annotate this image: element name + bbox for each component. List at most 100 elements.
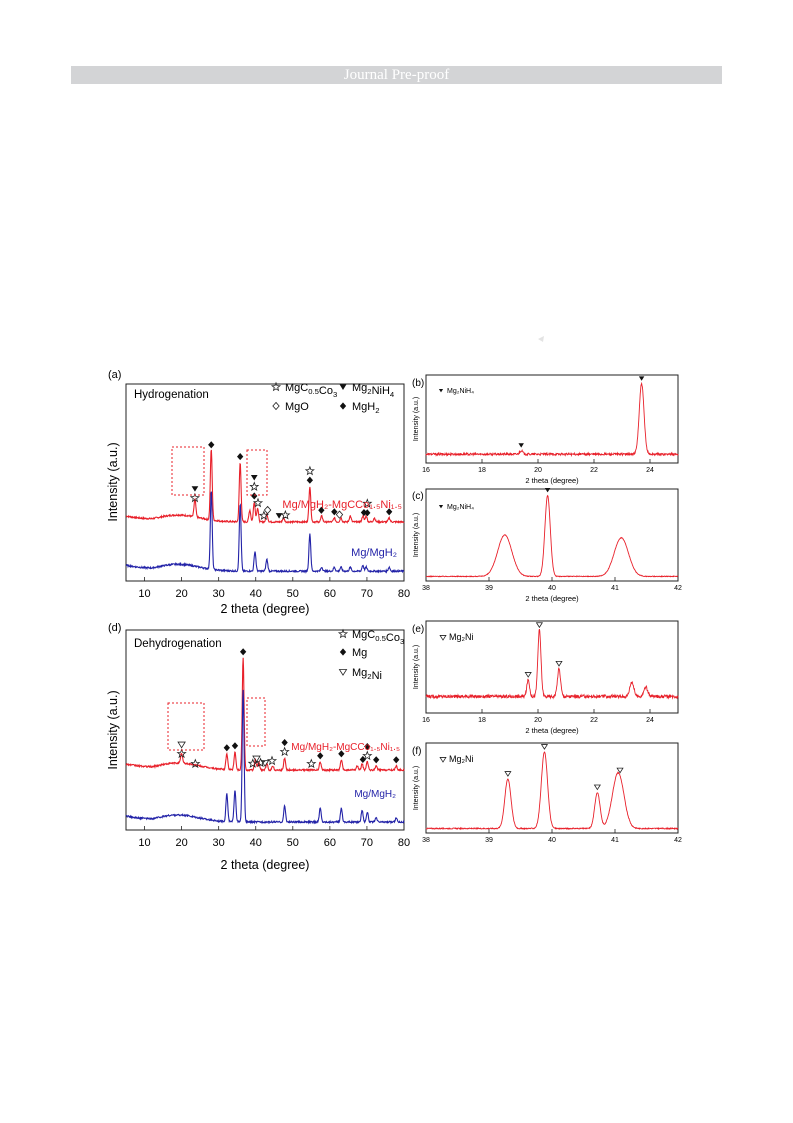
legend-subscript: 2 xyxy=(367,672,371,681)
x-axis-label: 2 theta (degree) xyxy=(525,594,579,603)
star-icon xyxy=(362,750,373,761)
x-tick-label: 20 xyxy=(175,837,187,849)
x-tick-label: 39 xyxy=(485,585,493,592)
plot-body xyxy=(425,622,679,700)
journal-preproof-banner: Journal Pre-proof xyxy=(71,66,722,84)
x-tick-label: 20 xyxy=(175,588,187,600)
filled-diamond-icon xyxy=(331,508,338,516)
x-axis-label: 2 theta (degree) xyxy=(525,726,579,735)
filled-diamond-icon xyxy=(373,756,380,764)
legend-item: Mg₂Ni xyxy=(449,754,474,764)
legend-text: MgH xyxy=(352,401,375,413)
legend-subscript: 2 xyxy=(367,387,371,396)
series-label-red: Mg/MgH₂-MgCCo₁.₅Ni₁.₅ xyxy=(282,499,402,511)
legend: Mg₂Ni xyxy=(439,754,474,764)
legend-text: Co xyxy=(386,632,400,644)
legend-subscript: 0.5 xyxy=(308,387,319,396)
legend-item: Mg₂NiH₄ xyxy=(447,388,474,395)
legend-subscript: 2 xyxy=(375,406,379,415)
star-icon xyxy=(362,498,373,508)
star-icon xyxy=(306,758,317,769)
open-diamond-icon xyxy=(263,505,272,515)
x-tick-label: 22 xyxy=(590,717,598,724)
filled-down-triangle-icon xyxy=(250,474,258,481)
filled-diamond-icon xyxy=(239,648,247,656)
legend-text: Mg xyxy=(352,647,367,659)
plot-body xyxy=(425,744,679,831)
series-line-red xyxy=(425,751,679,831)
panel-b: (b) Mg₂NiH₄ Intensity (a.u.) 2 theta (de… xyxy=(412,374,679,485)
filled-diamond-icon xyxy=(338,750,345,758)
legend: Mg₂Ni xyxy=(439,632,474,642)
open-down-triangle-icon xyxy=(555,661,563,667)
filled-diamond-icon xyxy=(251,492,258,500)
star-icon xyxy=(304,465,315,476)
x-tick-label: 10 xyxy=(138,588,150,600)
legend-item: Mg2Ni xyxy=(352,667,382,682)
legend-subscript: 0.5 xyxy=(375,634,386,643)
panel-label: (a) xyxy=(108,369,121,381)
plot-body xyxy=(425,488,679,578)
filled-down-triangle-icon xyxy=(275,513,283,519)
x-tick-label: 22 xyxy=(590,467,598,474)
x-axis-label: 2 theta (degree) xyxy=(221,602,310,616)
x-tick-label: 70 xyxy=(361,837,373,849)
y-axis-label: Intensity (a.u.) xyxy=(413,766,420,810)
x-tick-label: 50 xyxy=(287,837,299,849)
x-tick-label: 42 xyxy=(674,837,682,844)
series-line-blue xyxy=(125,689,405,825)
x-ticks: 38 39 40 41 42 xyxy=(422,577,682,592)
highlight-box xyxy=(246,449,268,496)
filled-down-triangle-icon xyxy=(544,488,551,493)
star-icon xyxy=(255,757,266,768)
series-line-red xyxy=(425,494,679,578)
star-icon xyxy=(258,510,269,521)
legend-subscript: 3 xyxy=(333,390,337,399)
legend-item: Mg2NiH4 xyxy=(352,382,395,399)
filled-diamond-icon xyxy=(339,648,347,656)
highlight-box xyxy=(167,702,205,751)
plot-frame xyxy=(125,383,405,582)
y-axis-label: Intensity (a.u.) xyxy=(106,690,120,769)
legend-text: MgO xyxy=(285,401,309,413)
x-tick-label: 30 xyxy=(213,837,225,849)
series-line-red xyxy=(425,381,679,458)
legend-item: MgH2 xyxy=(352,401,380,415)
filled-diamond-icon xyxy=(318,506,325,514)
filled-diamond-icon xyxy=(339,402,347,410)
x-tick-label: 18 xyxy=(478,467,486,474)
panel-label: (d) xyxy=(108,622,121,634)
legend-item: Mg₂Ni xyxy=(449,632,474,642)
open-down-triangle-icon xyxy=(260,760,270,767)
star-icon xyxy=(176,748,187,759)
legend-text: Mg xyxy=(352,667,367,679)
filled-diamond-icon xyxy=(386,508,393,516)
x-axis-label: 2 theta (degree) xyxy=(525,476,579,485)
filled-down-triangle-icon xyxy=(339,384,347,390)
filled-diamond-icon xyxy=(306,476,314,484)
x-tick-label: 80 xyxy=(398,588,410,600)
plot-body xyxy=(425,376,679,458)
x-tick-label: 16 xyxy=(422,717,430,724)
filled-down-triangle-icon xyxy=(518,443,524,448)
open-down-triangle-icon xyxy=(535,622,544,629)
star-icon xyxy=(190,758,201,769)
series-label-blue: Mg/MgH₂ xyxy=(351,547,397,559)
filled-diamond-icon xyxy=(237,453,244,461)
plot-frame xyxy=(425,374,679,464)
x-ticks: 38 39 40 41 42 xyxy=(422,829,682,844)
legend-text: Ni xyxy=(372,670,382,682)
open-down-triangle-icon xyxy=(616,767,624,774)
x-ticks: 16 18 20 22 24 xyxy=(422,459,654,474)
filled-diamond-icon xyxy=(359,755,367,764)
x-tick-label: 10 xyxy=(138,837,150,849)
x-ticks: 16 18 20 22 24 xyxy=(422,709,654,724)
ylabel-group: Intensity (a.u.) xyxy=(106,442,120,521)
legend-text: MgC xyxy=(285,382,308,394)
series-label-blue: Mg/MgH₂ xyxy=(354,789,396,800)
star-icon xyxy=(266,755,278,766)
legend-item: MgC0.5Co3 xyxy=(285,382,337,399)
star-icon xyxy=(270,381,282,392)
condition-label: Dehydrogenation xyxy=(134,638,222,650)
